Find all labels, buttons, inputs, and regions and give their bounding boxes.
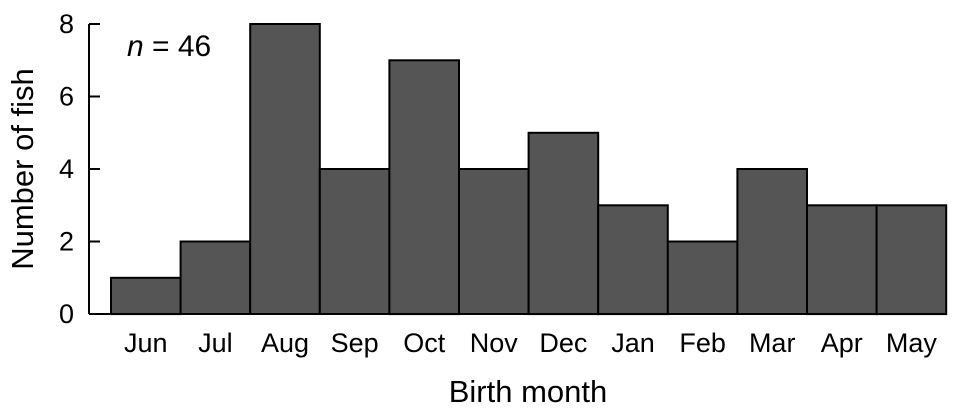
- bar-apr: [806, 204, 878, 316]
- bar-dec: [527, 131, 600, 316]
- bar-sep: [318, 168, 391, 315]
- x-tick-label-aug: Aug: [261, 328, 309, 358]
- x-tick-label-jul: Jul: [198, 328, 233, 358]
- y-tick-label-6: 6: [59, 82, 74, 112]
- bar-oct: [388, 59, 460, 316]
- bar-aug: [249, 23, 321, 315]
- bar-nov: [458, 168, 530, 315]
- x-tick-label-nov: Nov: [470, 328, 519, 358]
- bars-group: [110, 23, 948, 316]
- sample-size-annotation: n = 46: [127, 30, 211, 63]
- bar-feb: [666, 240, 739, 315]
- x-axis-title: Birth month: [449, 374, 608, 409]
- x-tick-label-mar: Mar: [749, 328, 796, 358]
- y-axis-title: Number of fish: [5, 68, 40, 270]
- annotation-value: = 46: [144, 30, 212, 63]
- annotation-italic-n: n: [127, 30, 144, 63]
- y-tick-label-2: 2: [59, 227, 74, 257]
- x-tick-label-may: May: [886, 328, 938, 358]
- x-tick-label-apr: Apr: [821, 328, 863, 358]
- bar-jul: [179, 240, 252, 315]
- bar-may: [875, 204, 948, 316]
- bar-jun: [110, 276, 182, 316]
- y-tick-label-0: 0: [59, 299, 74, 329]
- bar-mar: [736, 168, 809, 315]
- x-tick-label-oct: Oct: [403, 328, 446, 358]
- x-ticks-group: Jun Jul Aug Sep Oct Nov Dec Jan Feb Mar Apr May: [124, 328, 937, 358]
- x-tick-label-jun: Jun: [124, 328, 168, 358]
- y-tick-label-4: 4: [59, 154, 74, 184]
- x-tick-label-jan: Jan: [611, 328, 655, 358]
- y-tick-label-8: 8: [59, 9, 74, 39]
- bar-jan: [597, 204, 669, 316]
- x-tick-label-dec: Dec: [539, 328, 587, 358]
- y-ticks-group: 0 2 4 6 8: [59, 9, 100, 329]
- x-tick-label-feb: Feb: [679, 328, 726, 358]
- x-tick-label-sep: Sep: [331, 328, 379, 358]
